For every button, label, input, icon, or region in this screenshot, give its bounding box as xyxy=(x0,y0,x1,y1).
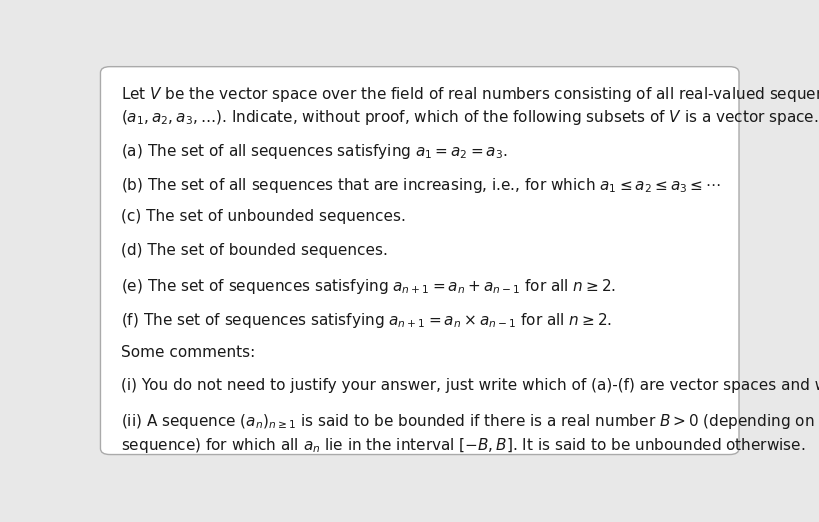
Text: (d) The set of bounded sequences.: (d) The set of bounded sequences. xyxy=(121,243,388,258)
Text: (f) The set of sequences satisfying $a_{n+1} = a_n \times a_{n-1}$ for all $n \g: (f) The set of sequences satisfying $a_{… xyxy=(121,311,613,330)
FancyBboxPatch shape xyxy=(101,67,739,455)
Text: (i) You do not need to justify your answer, just write which of (a)-(f) are vect: (i) You do not need to justify your answ… xyxy=(121,378,819,394)
Text: $(a_1, a_2, a_3, \ldots)$. Indicate, without proof, which of the following subse: $(a_1, a_2, a_3, \ldots)$. Indicate, wit… xyxy=(121,108,819,127)
Text: Let $V$ be the vector space over the field of real numbers consisting of all rea: Let $V$ be the vector space over the fie… xyxy=(121,85,819,104)
Text: (ii) A sequence $(a_n)_{n \geq 1}$ is said to be bounded if there is a real numb: (ii) A sequence $(a_n)_{n \geq 1}$ is sa… xyxy=(121,412,819,431)
Text: (c) The set of unbounded sequences.: (c) The set of unbounded sequences. xyxy=(121,209,406,224)
Text: (b) The set of all sequences that are increasing, i.e., for which $a_1 \leq a_2 : (b) The set of all sequences that are in… xyxy=(121,176,722,195)
Text: (a) The set of all sequences satisfying $a_1 = a_2 = a_3$.: (a) The set of all sequences satisfying … xyxy=(121,142,508,161)
Text: sequence) for which all $a_n$ lie in the interval $[-B, B]$. It is said to be un: sequence) for which all $a_n$ lie in the… xyxy=(121,435,806,455)
Text: Some comments:: Some comments: xyxy=(121,345,256,360)
Text: (e) The set of sequences satisfying $a_{n+1} = a_n + a_{n-1}$ for all $n \geq 2$: (e) The set of sequences satisfying $a_{… xyxy=(121,277,617,296)
